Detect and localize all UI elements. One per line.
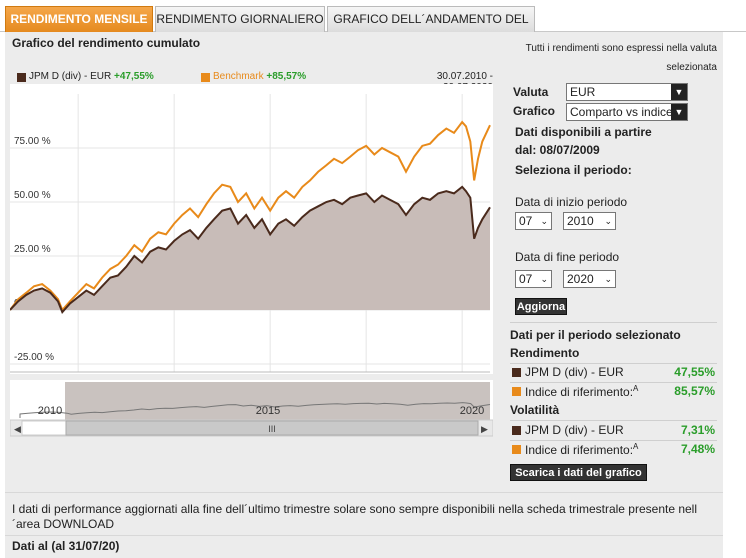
grafico-label: Grafico <box>513 104 556 118</box>
navigator-year-label: 2015 <box>256 405 280 417</box>
end-year-value: 2020 <box>567 272 594 286</box>
start-month-value: 07 <box>519 214 533 228</box>
chevron-down-icon: ▼ <box>671 84 687 100</box>
divider <box>510 363 717 364</box>
bench-legend-value: +85,57% <box>266 71 307 82</box>
chart-title: Grafico del rendimento cumulato <box>12 36 201 50</box>
valuta-select[interactable]: EUR ▼ <box>566 83 688 101</box>
fund-rend-name: JPM D (div) - EUR <box>525 365 624 379</box>
performance-chart[interactable]: 75.00 %50.00 %25.00 %0.00 %-25.00 %20122… <box>10 84 493 414</box>
period-data-heading: Dati per il periodo selezionato <box>510 328 681 342</box>
available-from: Dati disponibili a partire <box>515 125 652 139</box>
fund-vol-value: 7,31% <box>680 423 715 437</box>
navigator-year-label: 2010 <box>38 405 62 417</box>
bench-swatch <box>512 387 521 396</box>
navigator-year-label: 2020 <box>460 405 484 417</box>
y-tick-label: 25.00 % <box>14 244 51 255</box>
bench-sup: A <box>633 384 639 393</box>
fund-rend-value: 47,55% <box>674 365 715 379</box>
chevron-down-icon: ⌄ <box>540 274 548 284</box>
rendimento-label: Rendimento <box>510 346 580 360</box>
bench-rend-name: Indice di riferimento: <box>525 385 634 399</box>
valuta-value: EUR <box>570 85 596 99</box>
tab-rendimento-giornaliero[interactable]: RENDIMENTO GIORNALIERO <box>155 6 325 32</box>
scroll-left-icon: ◀ <box>14 424 21 434</box>
bench-swatch <box>512 445 521 454</box>
valuta-label: Valuta <box>513 85 549 99</box>
y-tick-label: -25.00 % <box>14 352 54 363</box>
grafico-value: Comparto vs indice <box>570 105 673 119</box>
volatilita-label: Volatilità <box>510 403 560 417</box>
bench-sup: A <box>633 442 639 451</box>
currency-note: Tutti i rendimenti sono espressi nella v… <box>525 43 717 73</box>
y-tick-label: 75.00 % <box>14 136 51 147</box>
navigator-line <box>19 402 491 418</box>
end-month-value: 07 <box>519 272 533 286</box>
tab-bar: RENDIMENTO MENSILE RENDIMENTO GIORNALIER… <box>0 0 746 50</box>
fund-vol-name: JPM D (div) - EUR <box>525 423 624 437</box>
bench-vol-name: Indice di riferimento: <box>525 443 634 457</box>
fund-legend-swatch <box>17 73 26 82</box>
chart-navigator[interactable]: 2010 2015 2020 III ◀ ▶ <box>10 380 493 438</box>
fund-swatch <box>512 426 521 435</box>
fund-area <box>10 186 490 313</box>
end-month-select[interactable]: 07 ⌄ <box>515 270 552 288</box>
divider <box>5 492 723 493</box>
fund-legend-value: +47,55% <box>114 71 154 82</box>
scrollbar-grip-icon: III <box>268 424 276 434</box>
fund-line <box>10 185 491 315</box>
chevron-down-icon: ⌄ <box>604 216 612 226</box>
fund-swatch <box>512 368 521 377</box>
start-month-select[interactable]: 07 ⌄ <box>515 212 552 230</box>
period-label: Seleziona il periodo: <box>515 163 632 177</box>
bench-vol-value: 7,48% <box>680 442 715 456</box>
start-year-select[interactable]: 2010 ⌄ <box>563 212 616 230</box>
divider <box>510 420 717 421</box>
footer-note: I dati di performance aggiornati alla fi… <box>12 502 698 531</box>
end-year-select[interactable]: 2020 ⌄ <box>563 270 616 288</box>
bench-legend-label: Benchmark <box>213 71 264 82</box>
available-date: dal: 08/07/2009 <box>515 143 600 157</box>
content-panel: Grafico del rendimento cumulato Tutti i … <box>5 32 723 558</box>
benchmark-line <box>10 120 491 312</box>
bench-rend-value: 85,57% <box>674 384 715 398</box>
start-year-value: 2010 <box>567 214 594 228</box>
grafico-select[interactable]: Comparto vs indice ▼ <box>566 103 688 121</box>
divider <box>510 322 717 323</box>
divider <box>5 535 723 536</box>
scrollbar-thumb-left <box>21 420 67 436</box>
tab-rendimento-mensile[interactable]: RENDIMENTO MENSILE <box>5 6 153 32</box>
y-tick-label: 50.00 % <box>14 190 51 201</box>
chevron-down-icon: ▼ <box>671 104 687 120</box>
chevron-down-icon: ⌄ <box>540 216 548 226</box>
scrollbar-thumb <box>65 420 479 436</box>
end-label: Data di fine periodo <box>515 250 620 264</box>
fund-legend-label: JPM D (div) - EUR <box>29 71 112 82</box>
data-date: Dati al (al 31/07/20) <box>12 539 120 553</box>
start-label: Data di inizio periodo <box>515 195 628 209</box>
divider <box>510 382 717 383</box>
navigator-selection <box>65 382 490 420</box>
scroll-right-icon: ▶ <box>481 424 488 434</box>
tab-grafico-nav[interactable]: GRAFICO DELL´ANDAMENTO DEL NAV <box>327 6 535 50</box>
divider <box>510 440 717 441</box>
chevron-down-icon: ⌄ <box>604 274 612 284</box>
download-data-button[interactable]: Scarica i dati del grafico <box>510 464 647 481</box>
bench-legend-swatch <box>201 73 210 82</box>
aggiorna-button[interactable]: Aggiorna <box>515 298 567 315</box>
